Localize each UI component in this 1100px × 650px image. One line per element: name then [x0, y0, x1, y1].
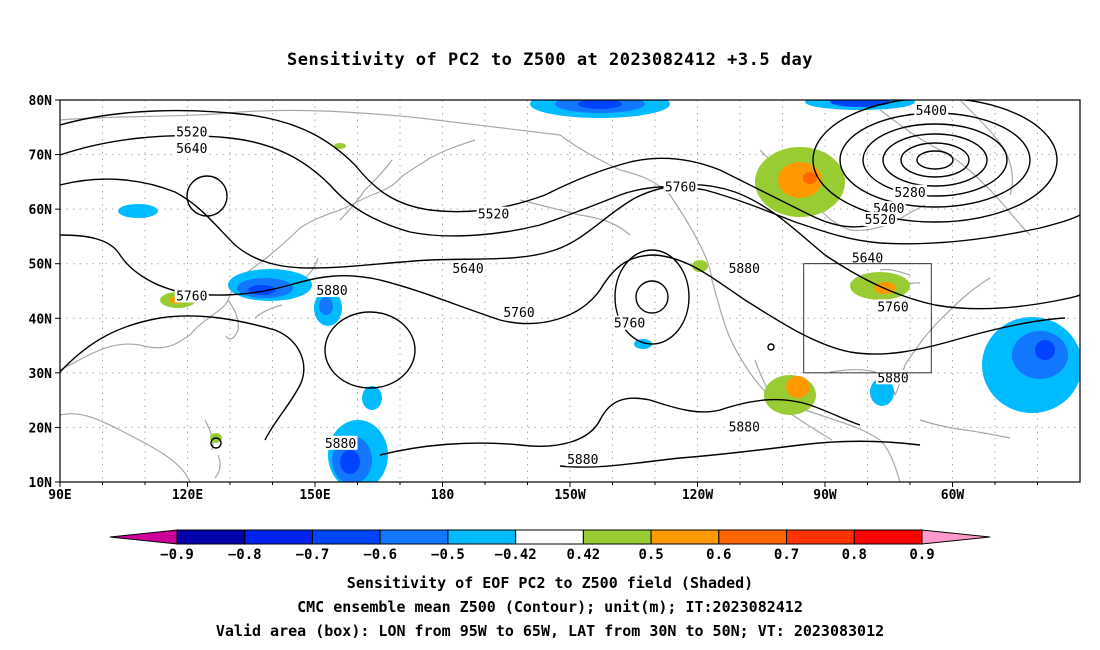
colorbar-segment: [786, 529, 855, 545]
colorbar-label: 0.6: [706, 547, 731, 563]
contour-label-background: [502, 304, 536, 319]
lon-tick-label: 180: [431, 488, 455, 503]
contour-label-background: [850, 250, 885, 265]
contour-label: 5520: [865, 213, 896, 228]
longitude-axis: 90E 120E 150E 180 150W 120W 90W 60W: [48, 482, 1038, 503]
lat-tick-label: 50N: [29, 258, 53, 273]
colorbar-segment: [379, 529, 449, 545]
colorbar-label: −0.9: [160, 547, 194, 563]
lon-tick-label: 150W: [554, 488, 585, 503]
colorbar: −0.9 −0.8 −0.7 −0.6 −0.5 −0.42 0.42 0.5 0.6 0.7 0.…: [109, 529, 991, 563]
lon-tick-label: 90W: [813, 488, 837, 503]
contour-label-background: [451, 261, 485, 276]
contour-label-background: [174, 124, 209, 139]
contour-label: 5520: [176, 126, 207, 141]
contour-label-background: [612, 315, 647, 330]
contour-label: 5880: [325, 437, 356, 452]
colorbar-label: −0.7: [296, 547, 330, 563]
lat-tick-label: 70N: [29, 149, 53, 164]
lat-tick-label: 60N: [29, 203, 53, 218]
contour-label-background: [323, 435, 358, 450]
contour-label-background: [663, 179, 698, 194]
lat-tick-label: 10N: [29, 476, 53, 491]
contour-label-background: [174, 288, 209, 303]
lat-tick-label: 40N: [29, 312, 53, 327]
colorbar-right-arrow: [921, 529, 991, 545]
footer-valid-area-caption: Valid area (box): LON from 95W to 65W, L…: [215, 622, 885, 640]
lon-tick-label: 150E: [299, 488, 330, 503]
colorbar-segment: [244, 529, 313, 545]
contour-label-background: [476, 206, 511, 221]
lon-tick-label: 90E: [48, 488, 71, 503]
lon-tick-label: 60W: [941, 488, 965, 503]
colorbar-segment: [718, 529, 788, 545]
lat-tick-label: 80N: [29, 94, 53, 109]
contour-label: 5880: [316, 284, 347, 299]
colorbar-label: −0.6: [363, 547, 397, 563]
contour-label: 5640: [176, 142, 207, 157]
footer-contour-caption: CMC ensemble mean Z500 (Contour); unit(m…: [297, 598, 803, 616]
contour-label: 5880: [729, 262, 760, 277]
colorbar-label: 0.5: [638, 547, 663, 563]
footer-shading-caption: Sensitivity of EOF PC2 to Z500 field (Sh…: [346, 574, 754, 592]
valid-area-box: [803, 263, 932, 374]
lon-tick-label: 120E: [172, 488, 203, 503]
colorbar-label: −0.5: [431, 547, 465, 563]
colorbar-segment: [650, 529, 720, 545]
latitude-axis: 80N 70N 60N 50N 40N 30N 20N 10N: [29, 94, 60, 491]
lat-tick-label: 20N: [29, 421, 53, 436]
page-title: Sensitivity of PC2 to Z500 at 2023082412…: [286, 50, 813, 70]
colorbar-left-arrow: [109, 529, 178, 545]
contour-label-background: [727, 419, 762, 434]
colorbar-segment: [582, 529, 652, 545]
contour-label: 5400: [916, 104, 947, 119]
colorbar-label: 0.42: [567, 547, 601, 563]
contour-label: 5760: [176, 289, 207, 304]
contour-label-background: [914, 102, 949, 117]
contour-label: 5640: [452, 262, 483, 277]
contour-label-background: [565, 452, 600, 467]
lat-lon-grid: [60, 100, 1080, 482]
contour-label-background: [871, 201, 906, 216]
contour-label: 5760: [503, 306, 534, 321]
colorbar-segment: [515, 529, 584, 545]
contour-label-background: [876, 299, 910, 314]
contour-label-background: [893, 184, 927, 199]
contour-label: 5760: [614, 317, 645, 332]
colorbar-segment: [311, 529, 381, 545]
contour-label: 5280: [894, 186, 925, 201]
contour-label-background: [876, 370, 910, 385]
contour-label: 5880: [567, 453, 598, 468]
colorbar-segment: [447, 529, 517, 545]
colorbar-label: −0.8: [228, 547, 262, 563]
colorbar-segment: [176, 529, 246, 545]
contour-label: 5640: [852, 251, 883, 266]
colorbar-label: 0.7: [774, 547, 799, 563]
colorbar-label: 0.8: [842, 547, 867, 563]
colorbar-label: 0.9: [909, 547, 934, 563]
contour-label: 5880: [877, 371, 908, 386]
lat-tick-label: 30N: [29, 367, 53, 382]
contour-label: 5880: [729, 420, 760, 435]
contour-label-background: [863, 212, 898, 227]
contour-label: 5760: [877, 300, 908, 315]
colorbar-label: −0.42: [495, 547, 537, 563]
contour-label-background: [727, 261, 762, 276]
map-background: [60, 100, 1080, 482]
contour-label-background: [174, 141, 209, 156]
lon-tick-label: 120W: [682, 488, 713, 503]
colorbar-segment: [853, 529, 923, 545]
contour-label-background: [315, 283, 349, 297]
contour-label: 5520: [478, 208, 509, 223]
contour-label: 5760: [665, 180, 696, 195]
